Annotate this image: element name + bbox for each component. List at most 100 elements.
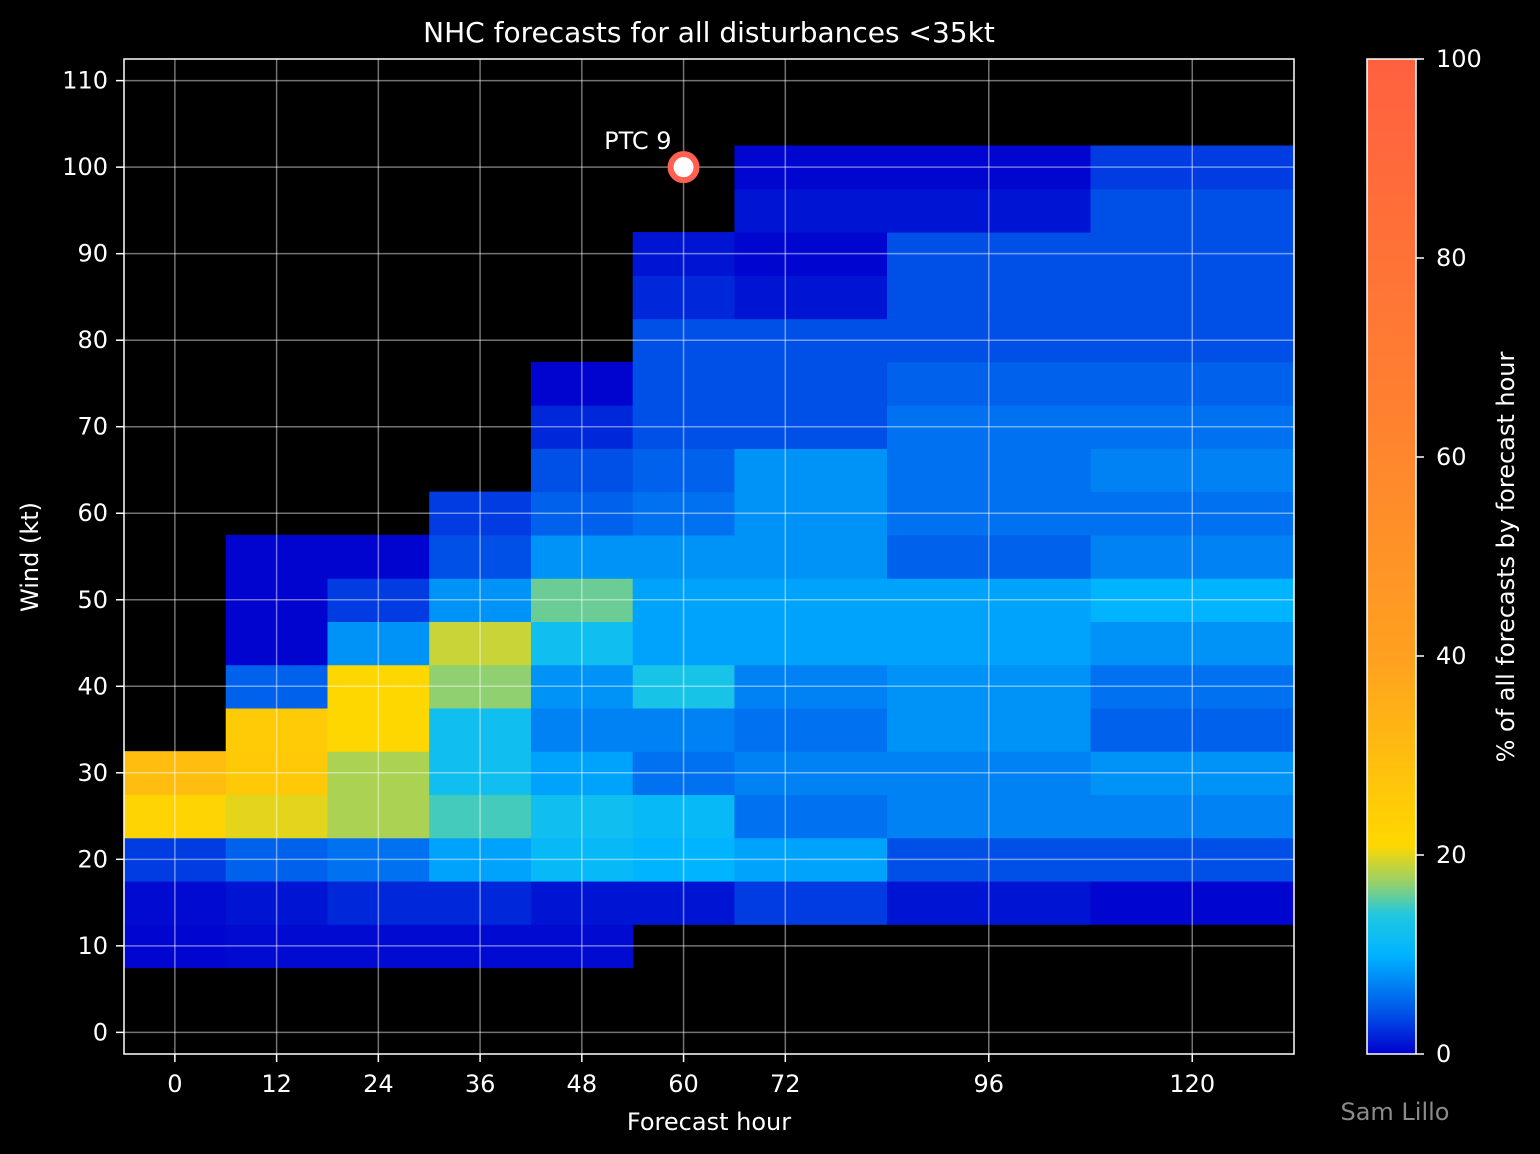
heatmap-cell xyxy=(887,232,1092,276)
heatmap-cell xyxy=(327,707,430,752)
heatmap-cell xyxy=(632,275,736,320)
heatmap-cell xyxy=(734,318,888,363)
heatmap-cell xyxy=(734,621,888,666)
grid-lines xyxy=(124,59,1294,1054)
x-tick-label: 48 xyxy=(567,1070,598,1098)
heatmap-cell xyxy=(124,837,227,882)
heatmap-cell xyxy=(632,491,736,536)
x-tick-label: 120 xyxy=(1169,1070,1215,1098)
heatmap-cell xyxy=(530,880,634,925)
heatmap-cell xyxy=(429,578,532,622)
heatmap-cell xyxy=(734,491,888,536)
heatmap-cell xyxy=(1090,318,1295,363)
heatmap-cell xyxy=(429,751,532,796)
heatmap-cell xyxy=(1090,664,1295,709)
heatmap-cell xyxy=(887,794,1092,839)
heatmap-cell xyxy=(327,880,430,925)
colorbar-tick-label: 60 xyxy=(1436,443,1467,471)
colorbar-tick-label: 100 xyxy=(1436,45,1482,73)
heatmap-cell xyxy=(734,664,888,709)
heatmap-cell xyxy=(887,578,1092,622)
heatmap-cell xyxy=(124,880,227,925)
x-tick-label: 60 xyxy=(668,1070,699,1098)
heatmap-cell xyxy=(530,534,634,579)
heatmap-cell xyxy=(225,880,329,925)
heatmap-cell xyxy=(632,837,736,882)
heatmap-cell xyxy=(429,837,532,882)
heatmap-cell xyxy=(530,707,634,752)
heatmap-cell xyxy=(632,578,736,622)
heatmap-cell xyxy=(734,534,888,579)
heatmap-cell xyxy=(1090,534,1295,579)
heatmap-cell xyxy=(1090,880,1295,925)
heatmap-cell xyxy=(887,491,1092,536)
annotation: PTC 9 xyxy=(604,127,700,184)
heatmap-cell xyxy=(1090,491,1295,536)
y-axis-label: Wind (kt) xyxy=(16,502,44,612)
heatmap-cell xyxy=(887,275,1092,320)
y-tick-label: 0 xyxy=(93,1018,108,1046)
colorbar-ticks: 0 20 40 60 80 100 xyxy=(1416,45,1482,1068)
heatmap-cell xyxy=(1090,188,1295,233)
heatmap-cell xyxy=(887,621,1092,666)
plot-frame xyxy=(123,58,1295,1055)
x-axis-ticks: 0 12 24 36 48 60 72 96 120 xyxy=(167,1054,1215,1098)
heatmap-cell xyxy=(225,751,329,796)
heatmap-cell xyxy=(1090,448,1295,493)
heatmap-cell xyxy=(734,448,888,493)
colorbar-label: % of all forecasts by forecast hour xyxy=(1492,351,1520,762)
heatmap-cell xyxy=(887,880,1092,925)
heatmap-cell xyxy=(429,880,532,925)
heatmap-cell xyxy=(632,361,736,406)
heatmap-cell xyxy=(734,361,888,406)
heatmap-cell xyxy=(632,534,736,579)
heatmap-cell xyxy=(1090,361,1295,406)
heatmap-cell xyxy=(530,405,634,449)
heatmap-cell xyxy=(327,578,430,622)
x-tick-label: 72 xyxy=(770,1070,801,1098)
x-axis-label: Forecast hour xyxy=(627,1108,791,1136)
heatmap-cell xyxy=(429,794,532,839)
annotation-label: PTC 9 xyxy=(604,127,671,155)
heatmap-cell xyxy=(887,188,1092,233)
heatmap-cell xyxy=(530,664,634,709)
heatmap-cell xyxy=(632,232,736,276)
heatmap-cell xyxy=(887,405,1092,449)
heatmap-cell xyxy=(1090,232,1295,276)
heatmap-cell xyxy=(887,145,1092,190)
heatmap-cell xyxy=(887,318,1092,363)
heatmap-cell xyxy=(530,794,634,839)
y-tick-label: 100 xyxy=(62,153,108,181)
heatmap-cell xyxy=(632,880,736,925)
heatmap-cell xyxy=(327,751,430,796)
y-axis-ticks: 0 10 20 30 40 50 60 70 80 90 100 110 xyxy=(62,67,124,1046)
heatmap-cell xyxy=(734,794,888,839)
heatmap-cell xyxy=(632,794,736,839)
heatmap-cell xyxy=(327,664,430,709)
heatmap-cell xyxy=(429,621,532,666)
heatmap-cell xyxy=(1090,837,1295,882)
heatmap-cell xyxy=(429,491,532,536)
heatmap-cell xyxy=(327,837,430,882)
chart-title: NHC forecasts for all disturbances <35kt xyxy=(423,16,995,49)
y-tick-label: 20 xyxy=(77,845,108,873)
heatmap-cell xyxy=(429,707,532,752)
heatmap-cell xyxy=(327,621,430,666)
y-tick-label: 80 xyxy=(77,326,108,354)
heatmap-cell xyxy=(734,188,888,233)
heatmap-cell xyxy=(124,751,227,796)
y-tick-label: 90 xyxy=(77,240,108,268)
heatmap-cell xyxy=(429,924,532,969)
heatmap-cell xyxy=(632,664,736,709)
heatmap-cell xyxy=(887,707,1092,752)
x-tick-label: 12 xyxy=(261,1070,292,1098)
heatmap-cell xyxy=(429,534,532,579)
heatmap-cell xyxy=(225,534,329,579)
heatmap-cell xyxy=(530,751,634,796)
heatmap-cell xyxy=(734,578,888,622)
heatmap-cell xyxy=(327,794,430,839)
heatmap-cell xyxy=(734,405,888,449)
heatmap-cell xyxy=(1090,145,1295,190)
heatmap-cell xyxy=(734,751,888,796)
y-tick-label: 10 xyxy=(77,932,108,960)
